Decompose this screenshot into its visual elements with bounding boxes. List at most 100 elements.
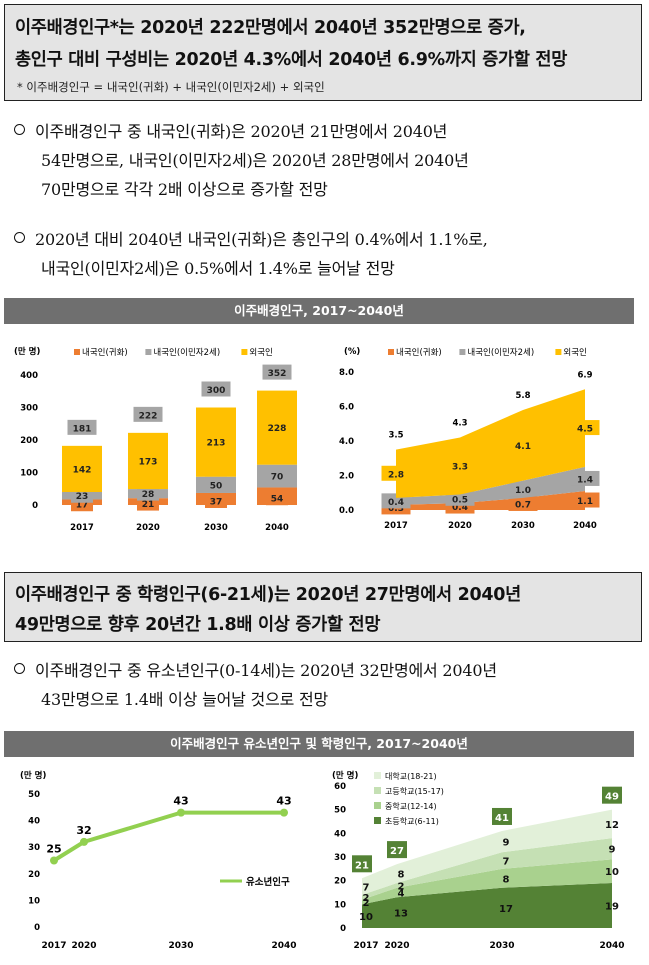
youth-value-label: 32 — [76, 824, 91, 837]
x-tick-label: 2017 — [384, 521, 408, 531]
x-tick-label: 2030 — [168, 941, 193, 951]
bar-value-label-box — [67, 460, 97, 476]
bullet-circle-icon — [14, 124, 25, 135]
bar-value-label: 142 — [73, 465, 92, 475]
bar-total-label: 352 — [268, 369, 287, 379]
area-value-label-box — [445, 458, 475, 474]
area-band — [396, 491, 585, 510]
y-tick-label: 40 — [28, 817, 40, 827]
y-tick-label: 60 — [334, 782, 346, 792]
youth-value-label: 25 — [46, 843, 61, 856]
bar-value-label-box — [205, 492, 227, 508]
bar-value-label: 23 — [76, 492, 89, 502]
y-tick-label: 100 — [20, 469, 38, 479]
area-value-label: 9 — [503, 838, 510, 849]
bar-value-label: 28 — [142, 490, 155, 500]
legend-label: 고등학교(15-17) — [385, 786, 444, 796]
y-tick-label: 6.0 — [339, 403, 354, 413]
bullet-1-line-1: 이주배경인구 중 내국인(귀화)은 2020년 21만명에서 2040년 — [35, 122, 448, 141]
area-value-label: 2.8 — [388, 470, 404, 480]
area-value-label: 7 — [503, 857, 510, 868]
bullet-paragraph-1: 이주배경인구 중 내국인(귀화)은 2020년 21만명에서 2040년 54만… — [14, 117, 469, 204]
bullet-2-line-1: 2020년 대비 2040년 내국인(귀화)은 총인구의 0.4%에서 1.1%… — [35, 230, 488, 249]
population-count-chart: 0 100 200 300 400 (만 명) 내국인(귀화) 내국인(이민자2세) 외국인 17… — [14, 346, 297, 533]
bar-value-label-box — [133, 452, 163, 468]
youth-point — [50, 856, 58, 865]
youth-point — [80, 837, 88, 846]
bullet-1-line-3: 70만명으로 각각 2배 이상으로 증가할 전망 — [41, 180, 328, 199]
bullet-circle-icon — [14, 663, 25, 674]
area-total-label: 27 — [390, 846, 404, 857]
area-value-label: 0.5 — [452, 495, 468, 505]
headline-2-line-1: 이주배경인구 중 학령인구(6-21세)는 2020년 27만명에서 2040년 — [15, 585, 521, 605]
area-value-label: 0.4 — [452, 503, 468, 513]
y-tick-label: 10 — [334, 900, 346, 910]
bar-total-label-box — [201, 381, 231, 397]
legend-label: 내국인(이민자2세) — [153, 347, 220, 358]
bar-value-label-box — [205, 476, 227, 492]
bullet-paragraph-2: 2020년 대비 2040년 내국인(귀화)은 총인구의 0.4%에서 1.1%… — [14, 225, 488, 283]
y-axis-label: (만 명) — [14, 346, 40, 357]
legend-label: 외국인 — [249, 347, 272, 358]
population-share-chart: 0.0 2.0 4.0 6.0 8.0 (%) 내국인(귀화) 내국인(이민자2세) 외국인 0.… — [339, 347, 600, 531]
x-tick-label: 2020 — [384, 941, 409, 951]
y-tick-label: 50 — [334, 806, 346, 816]
bar-value-label-box — [201, 434, 231, 450]
total-box — [352, 855, 372, 873]
area-band — [362, 838, 612, 900]
x-tick-label: 2020 — [71, 941, 96, 951]
area-band — [396, 389, 585, 498]
area-value-label-box — [508, 481, 538, 497]
bar-total-label-box — [262, 364, 292, 380]
section-1-title-bar: 이주배경인구, 2017~2040년 — [4, 298, 634, 324]
area-value-label-box — [508, 495, 538, 511]
legend-label: 내국인(귀화) — [396, 347, 442, 358]
area-value-label: 1.4 — [577, 475, 593, 485]
legend-swatch — [459, 349, 466, 355]
area-band — [396, 466, 585, 505]
x-tick-label: 2020 — [136, 523, 160, 533]
bar-total-label: 222 — [139, 411, 158, 421]
y-tick-label: 2.0 — [339, 472, 354, 482]
headline-box-2: 이주배경인구 중 학령인구(6-21세)는 2020년 27만명에서 2040년… — [4, 572, 642, 642]
legend-label: 외국인 — [563, 347, 586, 358]
legend-label: 내국인(귀화) — [82, 347, 128, 358]
youth-line — [52, 810, 284, 863]
total-box — [387, 841, 407, 859]
x-tick-label: 2040 — [265, 523, 289, 533]
y-axis-label: (만 명) — [332, 770, 358, 781]
area-value-label: 10 — [605, 867, 619, 878]
y-tick-label: 0 — [34, 923, 40, 933]
y-tick-label: 400 — [20, 371, 38, 381]
legend-label: 유소년인구 — [246, 876, 290, 888]
legend-swatch — [388, 349, 394, 355]
legend-label: 내국인(이민자2세) — [467, 347, 534, 358]
area-total-label: 6.9 — [577, 370, 592, 380]
area-value-label: 0.7 — [515, 500, 531, 510]
y-tick-label: 20 — [334, 877, 346, 887]
area-value-label: 2 — [363, 893, 370, 904]
legend-swatch — [374, 817, 381, 824]
x-tick-label: 2040 — [271, 941, 296, 951]
area-value-label: 9 — [609, 845, 616, 856]
bar-total-label-box — [133, 406, 163, 422]
area-band — [362, 883, 612, 928]
area-value-label: 17 — [499, 904, 513, 915]
legend-swatch — [374, 802, 381, 809]
area-value-label-box — [570, 492, 600, 508]
area-value-label: 3.3 — [452, 463, 468, 473]
area-value-label-box — [570, 470, 600, 486]
y-axis-label: (%) — [344, 347, 360, 357]
bar-total-label: 181 — [73, 424, 92, 434]
area-value-label-box — [381, 465, 411, 481]
x-tick-label: 2040 — [599, 941, 624, 951]
legend-label: 초등학교(6-11) — [385, 816, 439, 826]
x-tick-label: 2040 — [573, 521, 597, 531]
y-tick-label: 40 — [334, 829, 346, 839]
area-value-label: 19 — [605, 902, 619, 913]
area-value-label: 2 — [398, 881, 405, 892]
x-tick-label: 2030 — [489, 941, 514, 951]
bar-value-label: 228 — [268, 424, 287, 434]
